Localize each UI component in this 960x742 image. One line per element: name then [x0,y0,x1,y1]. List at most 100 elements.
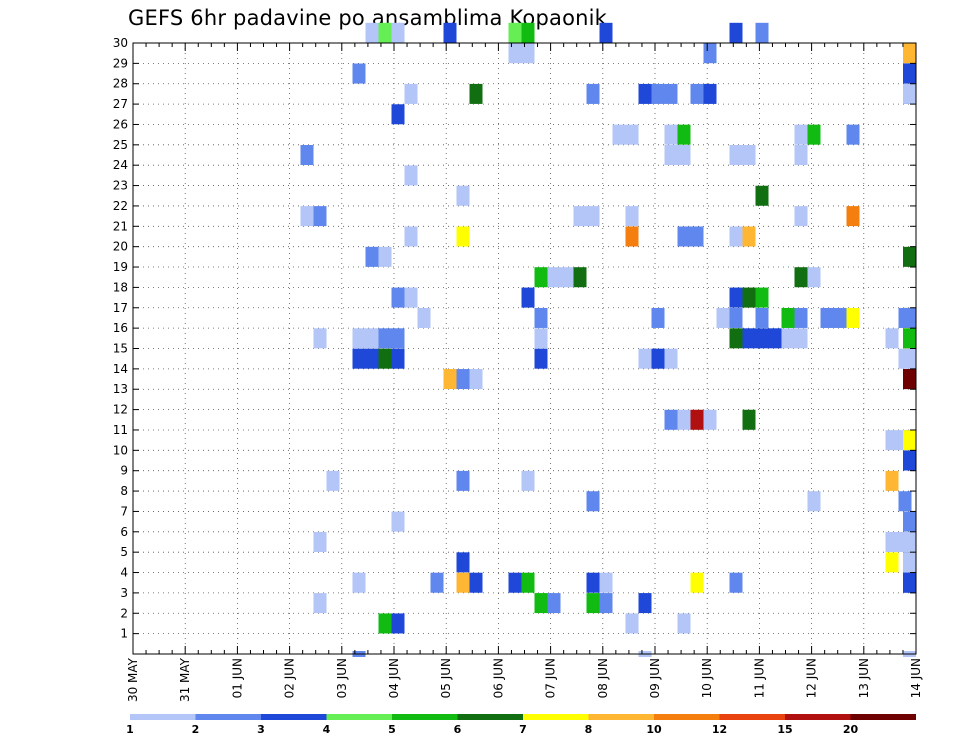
heatmap-cell [625,124,639,145]
heatmap-cell [755,22,769,43]
heatmap-cell [846,206,860,227]
heatmap-cell [677,226,691,247]
heatmap-cell [781,307,795,328]
heatmap-cell [903,83,916,104]
y-tick-label: 7 [120,504,128,518]
heatmap-cell [404,226,418,247]
heatmap-cell [534,348,548,369]
x-tick-label: 05 JUN [439,658,453,698]
colorbar-label: 10 [646,723,662,736]
heatmap-cell [352,572,366,593]
heatmap-cell [664,409,678,430]
grid-lines [133,43,916,654]
heatmap-cell [521,287,535,308]
colorbar-label: 8 [585,723,593,736]
y-tick-label: 9 [120,464,128,478]
heatmap-cell [903,450,916,471]
heatmap-cell [664,83,678,104]
heatmap-cell [378,348,392,369]
heatmap-cell [534,267,548,288]
y-tick-label: 6 [120,525,128,539]
heatmap-cell [885,430,899,451]
heatmap-cell [560,267,574,288]
heatmap-cell [742,226,756,247]
heatmap-cell [469,572,483,593]
colorbar-swatch [785,714,851,720]
heatmap-cell [573,267,587,288]
heatmap-cell [508,22,522,43]
heatmap-cell [534,307,548,328]
heatmap-cell [469,369,483,390]
heatmap-cell [521,572,535,593]
colorbar-label: 3 [257,723,265,736]
heatmap-cell [365,348,379,369]
heatmap-cell [903,430,916,451]
heatmap-cell [677,613,691,634]
heatmap-cell [690,83,704,104]
y-tick-label: 16 [113,321,128,335]
colorbar-label: 7 [519,723,527,736]
heatmap-cell [903,572,916,593]
heatmap-cell [625,613,639,634]
colorbar-swatch [523,714,589,720]
y-tick-label: 15 [113,342,128,356]
y-tick-label: 28 [113,77,128,91]
heatmap-cell [742,328,756,349]
heatmap-cell [352,328,366,349]
y-tick-label: 30 [113,36,128,50]
y-tick-label: 18 [113,280,128,294]
heatmap-cell [365,246,379,267]
heatmap-cell [404,287,418,308]
heatmap-cell [365,22,379,43]
heatmap-cell [378,246,392,267]
heatmap-cell [456,185,470,206]
heatmap-cell [638,348,652,369]
heatmap-cell [903,328,916,349]
heatmap-cell [586,572,600,593]
heatmap-cell [677,409,691,430]
heatmap-cell [903,307,916,328]
heatmap-cell [352,348,366,369]
heatmap-cell [300,206,314,227]
heatmap-cell [903,43,916,64]
heatmap-cell [625,226,639,247]
heatmap-cell [521,22,535,43]
heatmap-cell [586,491,600,512]
y-tick-label: 17 [113,301,128,315]
heatmap-cell [508,572,522,593]
heatmap-cell [456,470,470,491]
colorbar-swatch [850,714,916,720]
colorbar-swatch [392,714,458,720]
heatmap-cell [352,63,366,84]
y-tick-label: 27 [113,97,128,111]
x-tick-label: 09 JUN [648,658,662,698]
colorbar-label: 5 [388,723,396,736]
x-tick-label: 07 JUN [544,658,558,698]
heatmap-cell [404,83,418,104]
heatmap-cell [729,328,743,349]
heatmap-cell [404,165,418,186]
heatmap-cell [729,287,743,308]
heatmap-cell [903,348,916,369]
heatmap-cell [677,124,691,145]
colorbar-label: 2 [192,723,200,736]
heatmap-cell [885,552,899,573]
heatmap-cell [755,307,769,328]
y-tick-label: 2 [120,606,128,620]
heatmap-cell [768,328,782,349]
heatmap-cell [547,267,561,288]
y-tick-label: 24 [113,158,128,172]
heatmap-cell [417,307,431,328]
heatmap-cell [443,22,457,43]
y-tick-label: 12 [113,403,128,417]
heatmap-cell [313,593,327,614]
heatmap-cell [794,267,808,288]
heatmap-cell [742,409,756,430]
heatmap-cell [391,511,405,532]
heatmap-cell [729,572,743,593]
x-tick-label: 01 JUN [230,658,244,698]
heatmap-cell [313,328,327,349]
y-tick-label: 11 [113,423,128,437]
colorbar-swatch [588,714,654,720]
heatmap-cell [716,307,730,328]
